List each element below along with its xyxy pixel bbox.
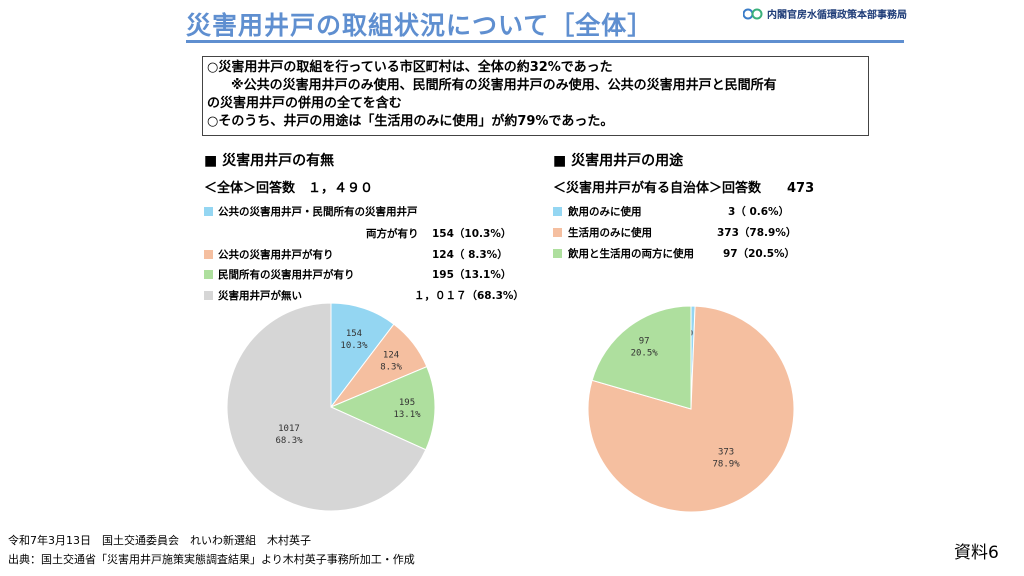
slice-value-label: 97 — [639, 337, 650, 347]
logo: 内閣官房水循環政策本部事務局 — [743, 6, 907, 21]
legend-swatch — [553, 207, 562, 216]
slice-percent-label: 10.3% — [340, 341, 368, 351]
legend-label: 公共の災害用井戸・民間所有の災害用井戸 — [218, 206, 418, 218]
pie-slice — [329, 365, 436, 451]
slice-value-label: 154 — [346, 329, 362, 339]
logo-icon — [743, 8, 763, 19]
summary-note-cont: の災害用井戸の併用の全てを含む — [207, 96, 402, 111]
slice-percent-label: 20.5% — [631, 349, 659, 359]
pie-chart-well-presence: 154 10.3% 124 8.3% 195 13.1% 1017 68.3% — [226, 302, 436, 512]
pie-slice — [591, 305, 692, 410]
summary-line: ○災害用井戸の取組を行っている市区町村は、全体の約32%であった — [207, 60, 613, 75]
legend-value: １，０１７（68.3%） — [414, 290, 524, 302]
title-underline — [186, 40, 904, 43]
pie-slice — [226, 302, 427, 512]
right-respondents: ＜災害用井戸が有る自治体＞回答数 473 — [553, 181, 815, 196]
slice-percent-label: 8.3% — [380, 362, 402, 372]
page-title: 災害用井戸の取組状況について［全体］ — [186, 11, 654, 40]
legend-label: 飲用と生活用の両方に使用 — [568, 248, 694, 260]
slice-value-label: 124 — [383, 350, 399, 360]
legend-value: 154（10.3%） — [432, 228, 512, 240]
summary-note: ※公共の災害用井戸のみ使用、民間所有の災害用井戸のみ使用、公共の災害用井戸と民間… — [231, 78, 777, 93]
footer-source: 出典：国土交通省「災害用井戸施策実態調査結果」より木村英子事務所加工・作成 — [8, 553, 415, 566]
slice-value-label: 373 — [718, 448, 734, 458]
summary-box: ○災害用井戸の取組を行っている市区町村は、全体の約32%であった ※公共の災害用… — [202, 56, 869, 136]
document-label: 資料6 — [954, 543, 999, 563]
legend-value: 97（20.5%） — [723, 248, 796, 260]
right-section-title: ■ 災害用井戸の用途 — [553, 153, 684, 169]
summary-line: ○そのうち、井戸の用途は「生活用のみに使用」が約79%であった。 — [207, 114, 614, 129]
legend-swatch — [204, 250, 213, 259]
legend-swatch — [553, 249, 562, 258]
legend-swatch — [204, 270, 213, 279]
legend-label: 公共の災害用井戸が有り — [218, 249, 334, 261]
slice-percent-label: 13.1% — [393, 410, 421, 420]
slice-percent-label: 68.3% — [275, 436, 303, 446]
legend-label: 災害用井戸が無い — [218, 290, 302, 302]
legend-swatch — [553, 228, 562, 237]
legend-swatch — [204, 291, 213, 300]
left-respondents: ＜全体＞回答数 １，４９０ — [204, 181, 374, 196]
legend-label: 両方が有り — [366, 228, 419, 240]
legend-swatch — [204, 207, 213, 216]
logo-text: 内閣官房水循環政策本部事務局 — [767, 10, 907, 21]
slice-percent-label: 78.9% — [713, 460, 741, 470]
legend-value: 124（ 8.3%） — [432, 249, 508, 261]
legend-label: 生活用のみに使用 — [568, 227, 652, 239]
slice-value-label: 1017 — [278, 424, 300, 434]
legend-value: 373（78.9%） — [717, 227, 797, 239]
slice-value-label: 195 — [399, 398, 415, 408]
legend-label: 飲用のみに使用 — [568, 206, 642, 218]
footer-meeting: 令和7年3月13日 国土交通委員会 れいわ新選組 木村英子 — [8, 534, 311, 547]
legend-value: 3（ 0.6%） — [728, 206, 790, 218]
legend-label: 民間所有の災害用井戸が有り — [218, 269, 355, 281]
legend-value: 195（13.1%） — [432, 269, 512, 281]
left-section-title: ■ 災害用井戸の有無 — [204, 153, 335, 169]
